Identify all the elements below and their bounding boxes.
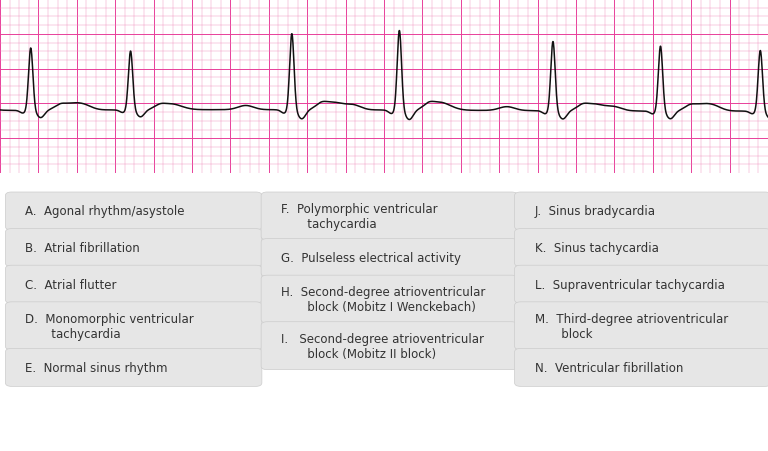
Text: E.  Normal sinus rhythm: E. Normal sinus rhythm: [25, 361, 168, 374]
Text: B.  Atrial fibrillation: B. Atrial fibrillation: [25, 242, 140, 254]
Text: H.  Second-degree atrioventricular
       block (Mobitz I Wenckebach): H. Second-degree atrioventricular block …: [281, 285, 485, 313]
Text: A.  Agonal rhythm/asystole: A. Agonal rhythm/asystole: [25, 205, 185, 218]
Text: D.  Monomorphic ventricular
       tachycardia: D. Monomorphic ventricular tachycardia: [25, 312, 194, 340]
Text: N.  Ventricular fibrillation: N. Ventricular fibrillation: [535, 361, 683, 374]
Text: L.  Supraventricular tachycardia: L. Supraventricular tachycardia: [535, 278, 724, 291]
Text: F.  Polymorphic ventricular
       tachycardia: F. Polymorphic ventricular tachycardia: [281, 202, 438, 230]
Text: G.  Pulseless electrical activity: G. Pulseless electrical activity: [281, 252, 461, 264]
Text: J.  Sinus bradycardia: J. Sinus bradycardia: [535, 205, 656, 218]
Text: K.  Sinus tachycardia: K. Sinus tachycardia: [535, 242, 658, 254]
Text: C.  Atrial flutter: C. Atrial flutter: [25, 278, 117, 291]
Text: I.   Second-degree atrioventricular
       block (Mobitz II block): I. Second-degree atrioventricular block …: [281, 332, 484, 360]
Text: M.  Third-degree atrioventricular
       block: M. Third-degree atrioventricular block: [535, 312, 728, 340]
